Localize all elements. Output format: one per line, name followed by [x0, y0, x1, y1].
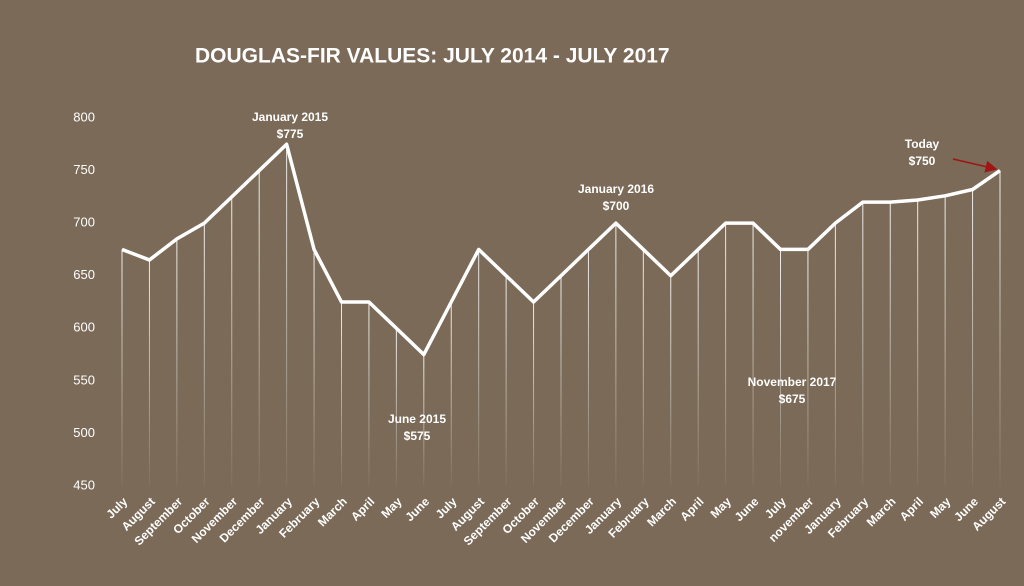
drop-line: [999, 170, 1001, 487]
drop-line: [148, 259, 150, 486]
annotation-title: January 2015: [252, 110, 328, 124]
annotation-title: Today: [905, 137, 940, 151]
drop-line: [395, 328, 397, 486]
annotation-value: $750: [909, 154, 936, 168]
drop-line: [889, 202, 891, 486]
drop-line: [176, 238, 178, 486]
drop-line: [752, 223, 754, 486]
drop-line: [368, 302, 370, 486]
drop-line: [725, 223, 727, 486]
y-tick-label: 800: [73, 109, 95, 124]
annotation-value: $775: [277, 127, 304, 141]
drop-line: [670, 275, 672, 486]
y-tick-label: 600: [73, 320, 95, 335]
drop-line: [341, 302, 342, 486]
drop-line: [533, 302, 535, 486]
drop-line: [560, 275, 562, 486]
drop-line: [834, 223, 836, 486]
drop-line: [313, 249, 315, 486]
annotation-title: January 2016: [578, 182, 654, 196]
drop-line: [258, 170, 260, 487]
y-tick-label: 650: [73, 267, 95, 282]
y-tick-label: 450: [73, 477, 95, 492]
y-tick-label: 500: [73, 425, 95, 440]
drop-line: [807, 249, 809, 486]
annotation-value: $575: [404, 429, 431, 443]
drop-line: [615, 223, 617, 486]
drop-line: [917, 200, 919, 487]
drop-line: [478, 249, 480, 486]
drop-line: [944, 195, 946, 486]
drop-line: [587, 249, 589, 486]
drop-line: [203, 223, 205, 486]
drop-line: [642, 249, 644, 486]
y-tick-label: 700: [73, 215, 95, 230]
drop-line: [780, 249, 781, 486]
drop-line: [286, 144, 288, 487]
drop-line: [972, 189, 974, 487]
annotation-title: June 2015: [388, 412, 446, 426]
drop-line: [505, 275, 507, 486]
drop-line: [697, 249, 699, 486]
y-tick-label: 550: [73, 372, 95, 387]
today-arrow: [952, 158, 998, 173]
drop-line: [862, 202, 864, 486]
data-line: [121, 142, 1001, 357]
drop-line: [231, 196, 233, 486]
drop-line: [121, 249, 123, 486]
annotation-value: $675: [779, 392, 806, 406]
annotation-value: $700: [603, 199, 630, 213]
annotation-title: November 2017: [748, 375, 837, 389]
chart-title: DOUGLAS-FIR VALUES: JULY 2014 - JULY 201…: [195, 45, 670, 68]
drop-line: [423, 354, 425, 486]
y-tick-label: 750: [73, 162, 95, 177]
drop-line: [450, 302, 452, 486]
